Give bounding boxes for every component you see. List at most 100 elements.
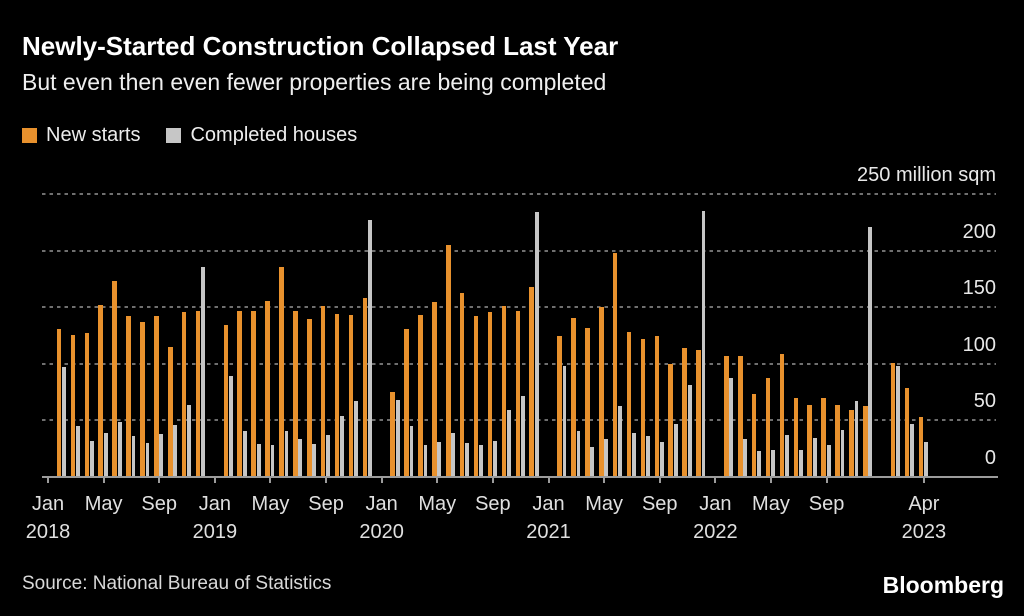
bar-completed-houses: [534, 212, 539, 476]
bar-completed-houses: [62, 367, 66, 476]
bar-new-starts: [140, 322, 145, 476]
x-tick-label: Sep: [308, 493, 344, 515]
bar-completed-houses: [409, 426, 414, 476]
bar-new-starts: [348, 315, 354, 476]
x-axis-tick: [769, 476, 772, 483]
bar-new-starts: [195, 310, 201, 476]
x-axis-tick: [158, 476, 161, 483]
x-axis-tick: [547, 476, 550, 483]
x-tick-label: Sep: [141, 493, 178, 515]
bar-completed-houses: [201, 266, 205, 476]
y-tick-label-100: 100: [962, 333, 996, 356]
bar-completed-houses: [354, 401, 358, 476]
bar-new-starts: [793, 397, 799, 476]
x-tick-label: Jan: [198, 493, 231, 515]
bar-new-starts: [557, 335, 562, 476]
gridline-250: [42, 193, 996, 195]
bar-new-starts: [418, 315, 423, 476]
bar-completed-houses: [159, 434, 164, 476]
x-tick-year-label: 2020: [359, 521, 404, 543]
bar-completed-houses: [771, 449, 775, 476]
chart-legend: New starts Completed houses: [22, 124, 357, 147]
x-tick-label: Sep: [808, 493, 845, 515]
bar-completed-houses: [298, 438, 303, 476]
x-axis-tick: [380, 476, 383, 483]
bar-new-starts: [70, 334, 76, 476]
x-axis-line: [42, 476, 998, 478]
bar-completed-houses: [493, 440, 497, 476]
bar-completed-houses: [757, 451, 762, 476]
bar-new-starts: [626, 332, 632, 476]
bar-completed-houses: [910, 423, 914, 476]
x-axis-tick: [213, 476, 216, 483]
bar-completed-houses: [507, 410, 511, 476]
x-tick-label: May: [585, 493, 624, 515]
bar-new-starts: [445, 245, 451, 476]
bar-completed-houses: [520, 395, 525, 476]
bar-completed-houses: [367, 220, 372, 476]
bar-completed-houses: [896, 366, 901, 476]
bar-completed-houses: [423, 445, 428, 476]
bar-completed-houses: [89, 440, 94, 476]
bar-new-starts: [807, 404, 813, 476]
x-axis-tick: [922, 476, 925, 483]
chart-title: Newly-Started Construction Collapsed Las…: [22, 31, 619, 61]
x-tick-year-label: 2022: [693, 521, 738, 543]
bar-completed-houses: [312, 444, 317, 476]
bar-new-starts: [612, 252, 618, 476]
x-tick-label: May: [251, 493, 290, 515]
bar-new-starts: [487, 311, 493, 476]
bar-new-starts: [265, 300, 270, 476]
bar-new-starts: [306, 318, 312, 476]
bar-new-starts: [724, 356, 729, 476]
bar-completed-houses: [854, 401, 859, 476]
bar-completed-houses: [590, 446, 595, 476]
bar-new-starts: [918, 417, 924, 476]
bar-completed-houses: [395, 400, 400, 476]
bar-completed-houses: [173, 425, 178, 476]
bar-new-starts: [529, 286, 534, 476]
bar-new-starts: [154, 316, 159, 476]
x-tick-year-label: 2018: [25, 521, 71, 543]
bar-completed-houses: [465, 443, 470, 476]
bar-new-starts: [640, 339, 646, 476]
bar-new-starts: [112, 281, 117, 476]
legend-item-new-starts: New starts: [22, 124, 140, 147]
bar-completed-houses: [868, 226, 873, 476]
bar-new-starts: [473, 316, 479, 476]
bar-completed-houses: [340, 416, 344, 476]
bar-new-starts: [126, 316, 131, 476]
bar-completed-houses: [562, 366, 567, 476]
bar-new-starts: [737, 356, 743, 476]
bar-completed-houses: [812, 437, 817, 476]
bar-completed-houses: [145, 443, 150, 476]
bar-new-starts: [84, 333, 90, 476]
bar-new-starts: [404, 328, 409, 476]
x-tick-label: Sep: [475, 493, 511, 515]
bar-new-starts: [223, 325, 229, 476]
x-axis-tick: [658, 476, 661, 483]
x-axis-tick: [825, 476, 828, 483]
bar-new-starts: [362, 298, 368, 476]
bar-completed-houses: [228, 376, 233, 476]
x-axis-tick: [47, 476, 49, 483]
bar-completed-houses: [437, 442, 442, 476]
bar-completed-houses: [479, 445, 483, 476]
bar-completed-houses: [117, 421, 122, 476]
bar-completed-houses: [743, 438, 748, 476]
bar-new-starts: [696, 350, 701, 476]
x-tick-label: May: [752, 493, 790, 515]
y-tick-label-200: 200: [962, 220, 996, 243]
x-tick-label: Sep: [641, 493, 678, 515]
x-axis-tick: [714, 476, 717, 483]
x-axis-tick: [269, 476, 272, 483]
bar-completed-houses: [103, 432, 108, 476]
bar-new-starts: [56, 328, 62, 476]
bar-new-starts: [237, 310, 243, 476]
bar-completed-houses: [270, 445, 275, 476]
bar-new-starts: [320, 306, 326, 476]
bar-new-starts: [835, 404, 840, 476]
bar-completed-houses: [256, 444, 261, 476]
x-tick-label: Jan: [31, 493, 65, 515]
